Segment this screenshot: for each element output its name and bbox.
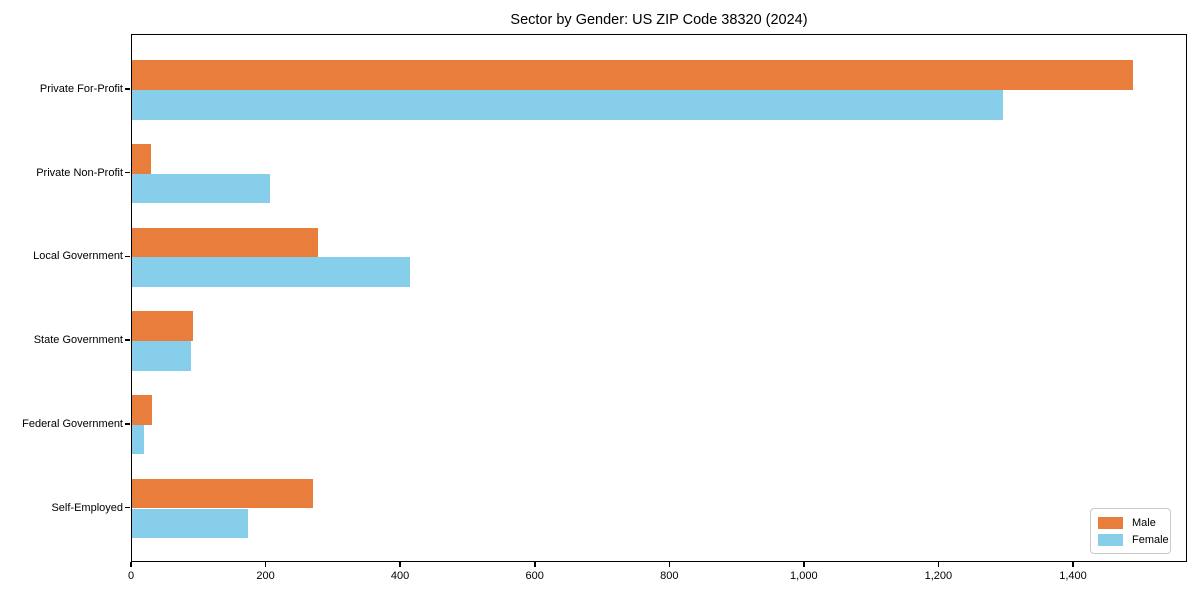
x-tick-1: [264, 562, 267, 567]
y-tick-3: [124, 339, 130, 341]
legend-item-male: Male: [1098, 516, 1163, 529]
y-axis-label-1: Private Non-Profit: [36, 166, 123, 179]
x-tick-label-1: 200: [256, 570, 275, 582]
legend-swatch-female: [1098, 533, 1123, 546]
legend-item-female: Female: [1098, 533, 1169, 546]
y-axis-label-2: Local Government: [33, 250, 123, 263]
x-tick-4: [668, 562, 670, 567]
x-tick-label-7: 1,400: [1059, 570, 1087, 582]
bar-male-0: [132, 60, 1134, 90]
plot-area: [131, 34, 1187, 562]
bar-male-3: [132, 311, 194, 342]
y-tick-4: [124, 423, 130, 425]
x-tick-6: [937, 562, 940, 567]
bar-male-4: [132, 395, 153, 425]
x-tick-label-5: 1,000: [790, 570, 818, 582]
y-tick-0: [124, 88, 130, 90]
x-tick-5: [803, 562, 805, 567]
bar-male-1: [132, 144, 151, 174]
x-tick-label-2: 400: [390, 570, 410, 582]
bar-female-5: [132, 508, 248, 539]
x-tick-7: [1072, 562, 1074, 567]
x-tick-2: [399, 562, 401, 567]
y-axis-label-4: Federal Government: [22, 417, 123, 430]
legend-label-female: Female: [1132, 533, 1169, 546]
chart-title: Sector by Gender: US ZIP Code 38320 (202…: [510, 12, 808, 28]
bar-female-1: [132, 173, 270, 204]
y-axis-label-3: State Government: [33, 334, 123, 347]
bar-female-4: [132, 424, 145, 455]
legend: Male Female: [1090, 508, 1171, 554]
legend-swatch-male: [1098, 516, 1123, 529]
y-tick-1: [124, 171, 130, 174]
bar-male-2: [132, 227, 319, 258]
bar-male-5: [132, 478, 313, 509]
y-tick-5: [124, 506, 130, 509]
x-tick-label-4: 800: [660, 570, 679, 582]
y-axis-label-0: Private For-Profit: [39, 83, 123, 95]
y-tick-2: [124, 255, 130, 258]
bar-female-0: [132, 90, 1003, 120]
bar-female-2: [132, 257, 410, 288]
y-axis-label-5: Self-Employed: [51, 501, 123, 514]
legend-label-male: Male: [1132, 516, 1156, 529]
x-tick-label-0: 0: [127, 570, 135, 582]
x-tick-3: [534, 562, 536, 567]
x-tick-0: [130, 562, 132, 567]
x-tick-label-3: 600: [525, 570, 544, 582]
x-tick-label-6: 1,200: [924, 570, 953, 582]
bar-female-3: [132, 341, 191, 371]
